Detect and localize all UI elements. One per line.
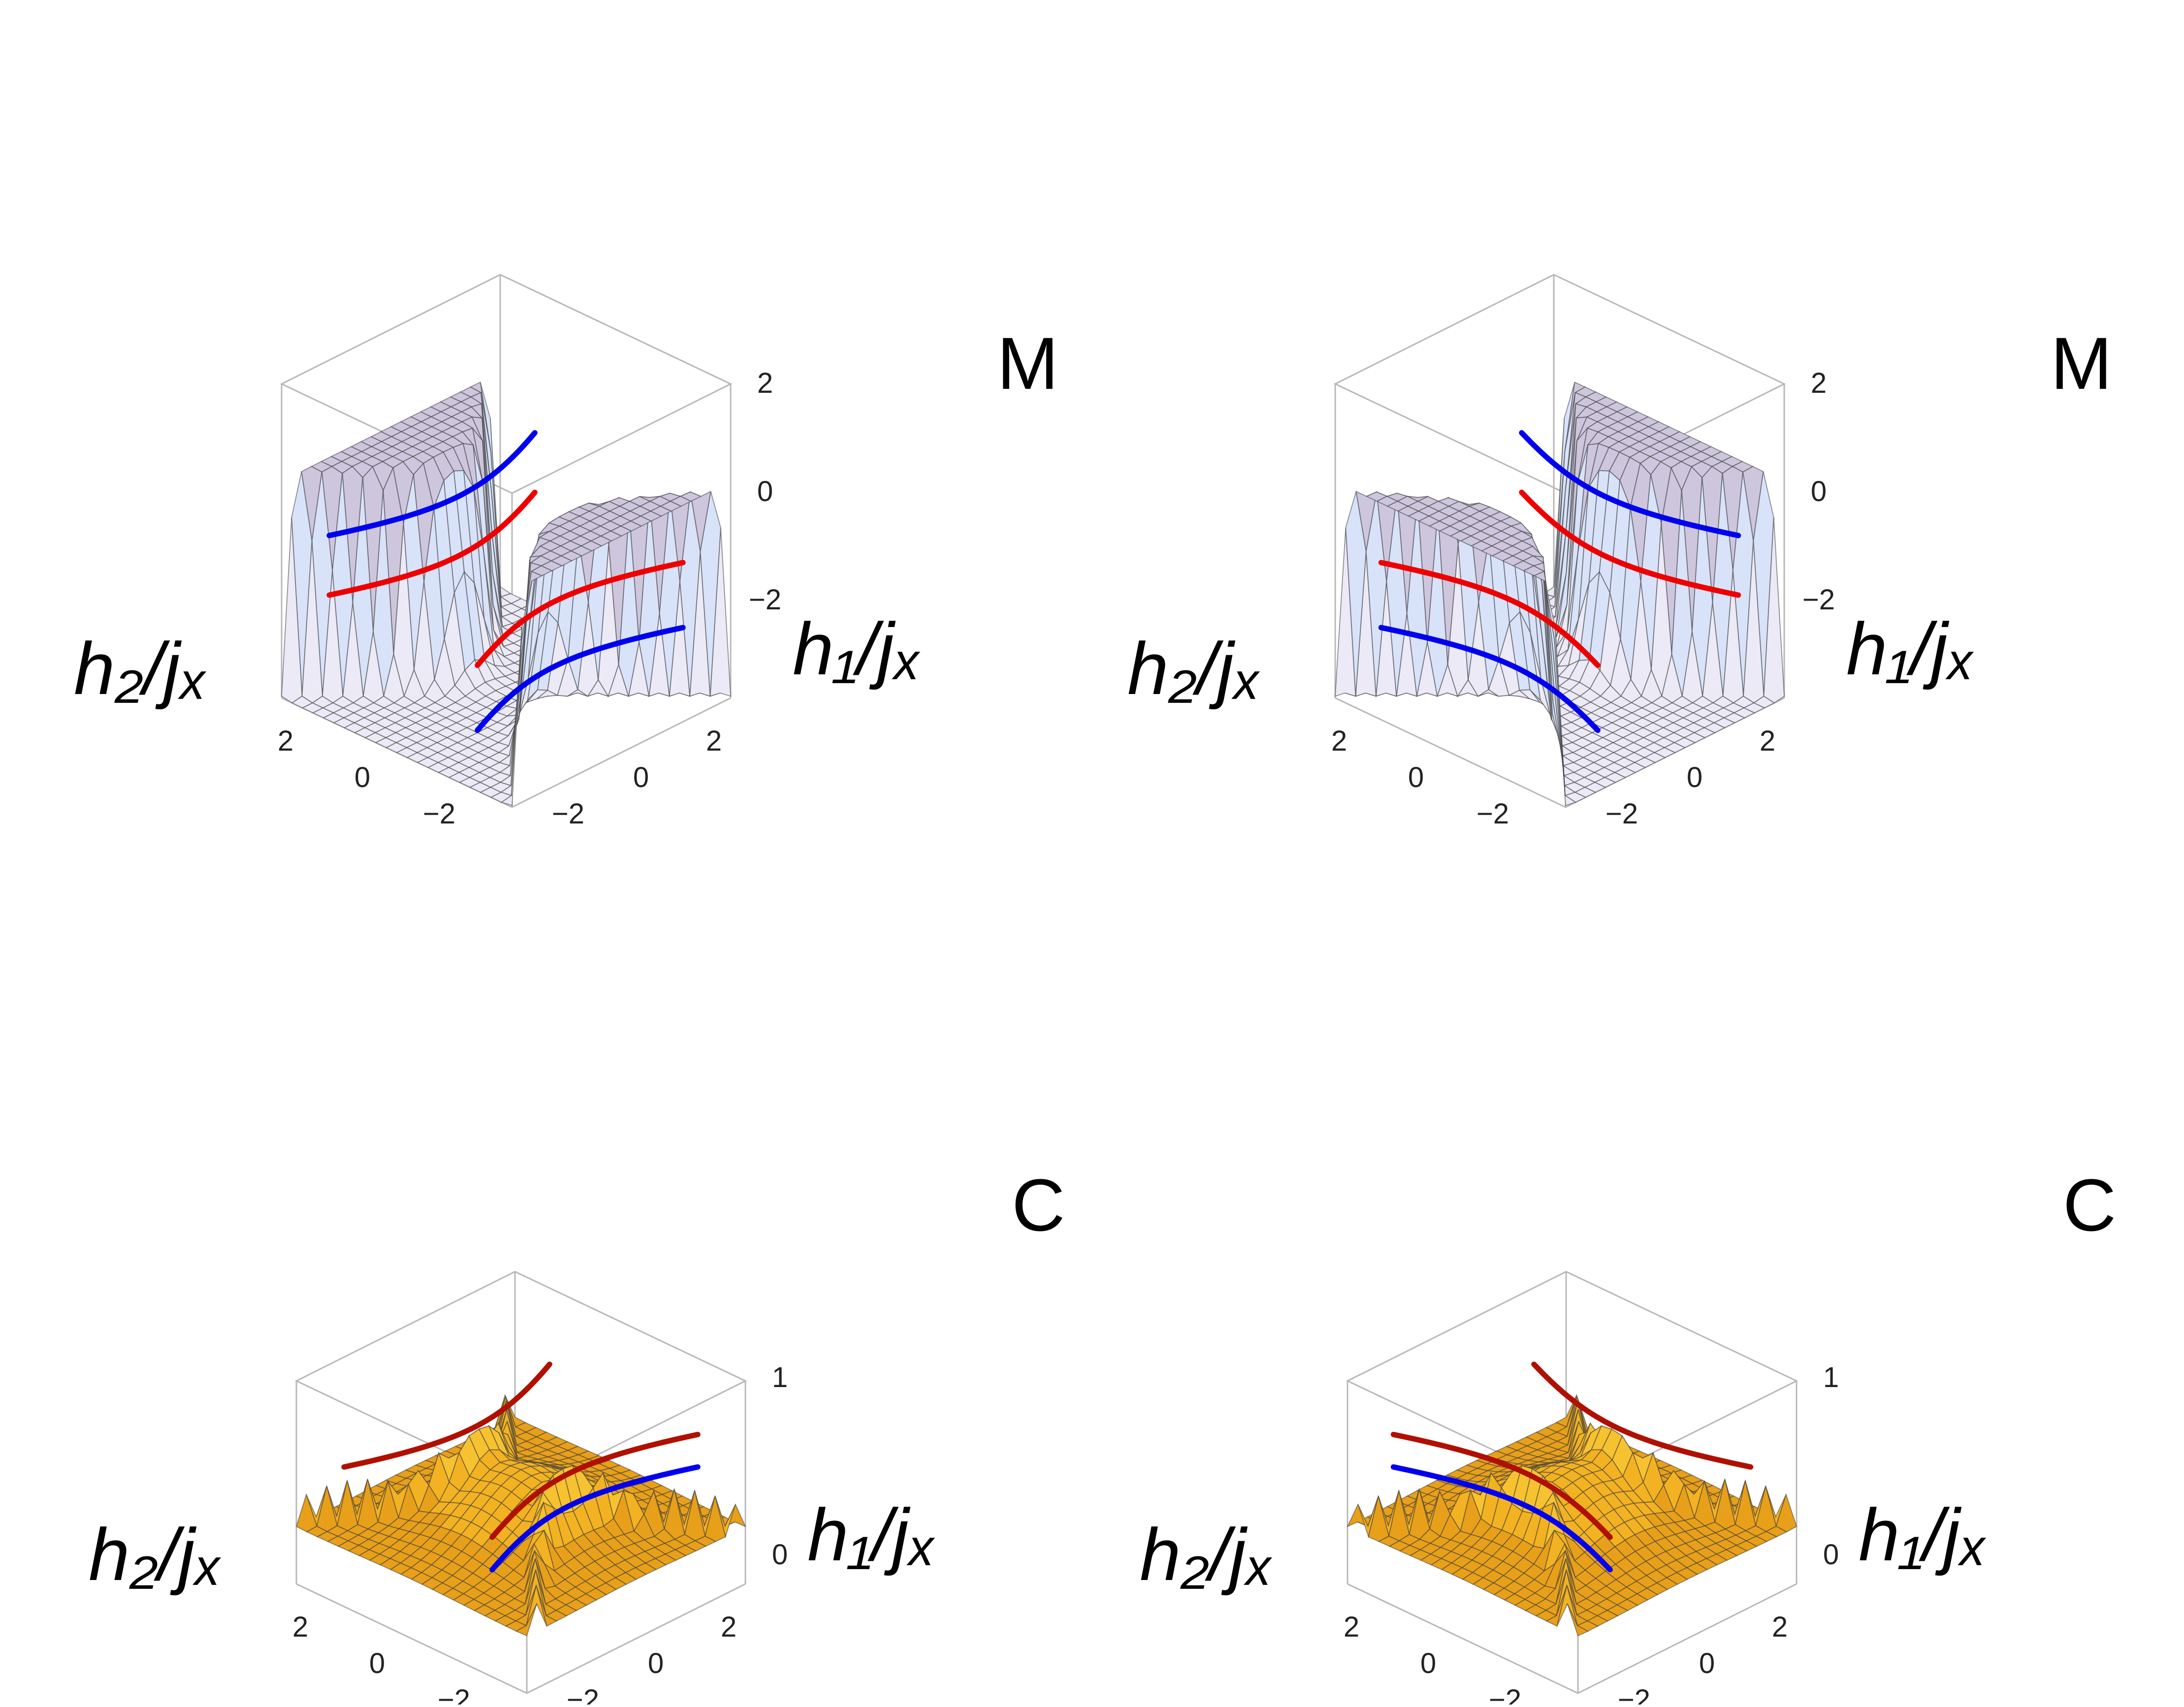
z-tick-label: −2: [749, 584, 781, 616]
x-axis-label: h₁/jₓ: [793, 607, 922, 690]
chart-panel-top-right: 2 0 −2 2 0 −2 2 0 −2 h₁/jₓ h₂/jₓ M: [1127, 274, 2112, 830]
surface: [1335, 381, 1785, 806]
chart-panel-bottom-right: 2 0 −2 2 0 −2 1 0 h₁/jₓ h₂/jₓ C: [1140, 1164, 2116, 1707]
y-tick-label: 2: [1331, 725, 1347, 757]
z-tick-label: 0: [757, 475, 773, 507]
box-bottom-edge: [1347, 1583, 1797, 1694]
red-line-upper: [326, 489, 538, 598]
tick-labels: 2 0 −2 2 0 −2 2 0 −2: [278, 367, 781, 830]
x-tick-label: 2: [706, 725, 722, 757]
z-tick-label: 0: [772, 1539, 788, 1571]
chart-panel-bottom-left: 2 0 −2 2 0 −2 1 0 h₁/jₓ h₂/jₓ C: [89, 1164, 1065, 1707]
y-axis-label: h₂/jₓ: [89, 1513, 223, 1596]
y-tick-label: 0: [1420, 1647, 1436, 1679]
x-tick-label: −2: [1606, 798, 1638, 830]
surface: [281, 381, 731, 806]
blue-line-front: [1390, 1464, 1613, 1573]
surface: [295, 1393, 746, 1637]
z-axis-label: M: [2051, 322, 2112, 405]
critical-lines: [326, 430, 686, 733]
y-tick-label: −2: [438, 1684, 470, 1705]
blue-line-upper: [1519, 430, 1741, 538]
y-tick-label: 2: [278, 725, 293, 757]
bounding-box: [1346, 1270, 1799, 1694]
critical-lines: [1390, 1361, 1754, 1573]
x-axis-label: h₁/jₓ: [1846, 607, 1976, 690]
blue-line-lower: [1378, 625, 1601, 733]
y-tick-label: 0: [1408, 761, 1424, 793]
surface-patch: [515, 1604, 538, 1637]
y-tick-label: 0: [369, 1647, 385, 1679]
critical-lines: [1378, 430, 1741, 733]
z-tick-label: 1: [1823, 1361, 1839, 1393]
x-tick-label: −2: [1618, 1684, 1650, 1705]
x-tick-label: −2: [552, 798, 584, 830]
axis-labels: h₁/jₓ h₂/jₓ M: [74, 322, 1059, 710]
z-tick-label: 0: [1811, 475, 1827, 507]
z-axis-label: M: [997, 322, 1059, 405]
tick-labels: 2 0 −2 2 0 −2 1 0: [1344, 1361, 1839, 1707]
surface: [1347, 1393, 1798, 1637]
red-line-back: [341, 1361, 552, 1470]
red-line-back: [1531, 1361, 1754, 1470]
x-axis-label: h₁/jₓ: [807, 1493, 937, 1576]
box-bottom-edge: [296, 1583, 746, 1694]
surface-patch: [1567, 1604, 1589, 1637]
z-tick-label: 2: [757, 367, 773, 399]
z-tick-label: 2: [1811, 367, 1827, 399]
axis-labels: h₁/jₓ h₂/jₓ C: [89, 1164, 1065, 1596]
y-tick-label: 0: [354, 761, 370, 793]
y-tick-label: −2: [423, 798, 455, 830]
y-tick-label: 2: [1344, 1611, 1359, 1643]
red-line-front: [489, 1431, 701, 1540]
chart-panel-top-left: 2 0 −2 2 0 −2 2 0 −2 h₁/jₓ h₂/jₓ M: [74, 274, 1059, 830]
red-line-upper: [1519, 489, 1741, 598]
critical-lines: [341, 1361, 701, 1573]
z-tick-label: 0: [1823, 1539, 1839, 1571]
axis-labels: h₁/jₓ h₂/jₓ M: [1127, 322, 2112, 710]
z-axis-label: C: [2063, 1164, 2116, 1246]
red-line-lower: [475, 560, 686, 668]
x-tick-label: 0: [633, 761, 649, 793]
surface-patch: [1554, 627, 1577, 806]
x-tick-label: 0: [1687, 761, 1702, 793]
blue-line-upper: [326, 430, 538, 538]
x-tick-label: 2: [721, 1611, 737, 1643]
z-tick-label: −2: [1802, 584, 1835, 616]
x-axis-label: h₁/jₓ: [1859, 1493, 1988, 1576]
x-tick-label: 0: [1699, 1647, 1715, 1679]
x-tick-label: 0: [648, 1647, 664, 1679]
red-line-front: [1390, 1431, 1613, 1540]
tick-labels: 2 0 −2 2 0 −2 2 0 −2: [1331, 367, 1835, 830]
z-axis-label: C: [1012, 1164, 1065, 1246]
z-tick-label: 1: [772, 1361, 788, 1393]
y-axis-label: h₂/jₓ: [1127, 627, 1262, 710]
x-tick-label: 2: [1760, 725, 1775, 757]
axis-labels: h₁/jₓ h₂/jₓ C: [1140, 1164, 2116, 1596]
y-axis-label: h₂/jₓ: [1140, 1513, 1274, 1596]
y-tick-label: 2: [292, 1611, 308, 1643]
tick-labels: 2 0 −2 2 0 −2 1 0: [292, 1361, 788, 1707]
y-tick-label: −2: [1477, 798, 1509, 830]
red-line-lower: [1378, 560, 1601, 668]
x-tick-label: 2: [1772, 1611, 1788, 1643]
blue-line-front: [489, 1464, 701, 1573]
y-axis-label: h₂/jₓ: [74, 627, 208, 710]
x-tick-label: −2: [567, 1684, 599, 1705]
blue-line-lower: [475, 625, 686, 733]
y-tick-label: −2: [1489, 1684, 1521, 1705]
